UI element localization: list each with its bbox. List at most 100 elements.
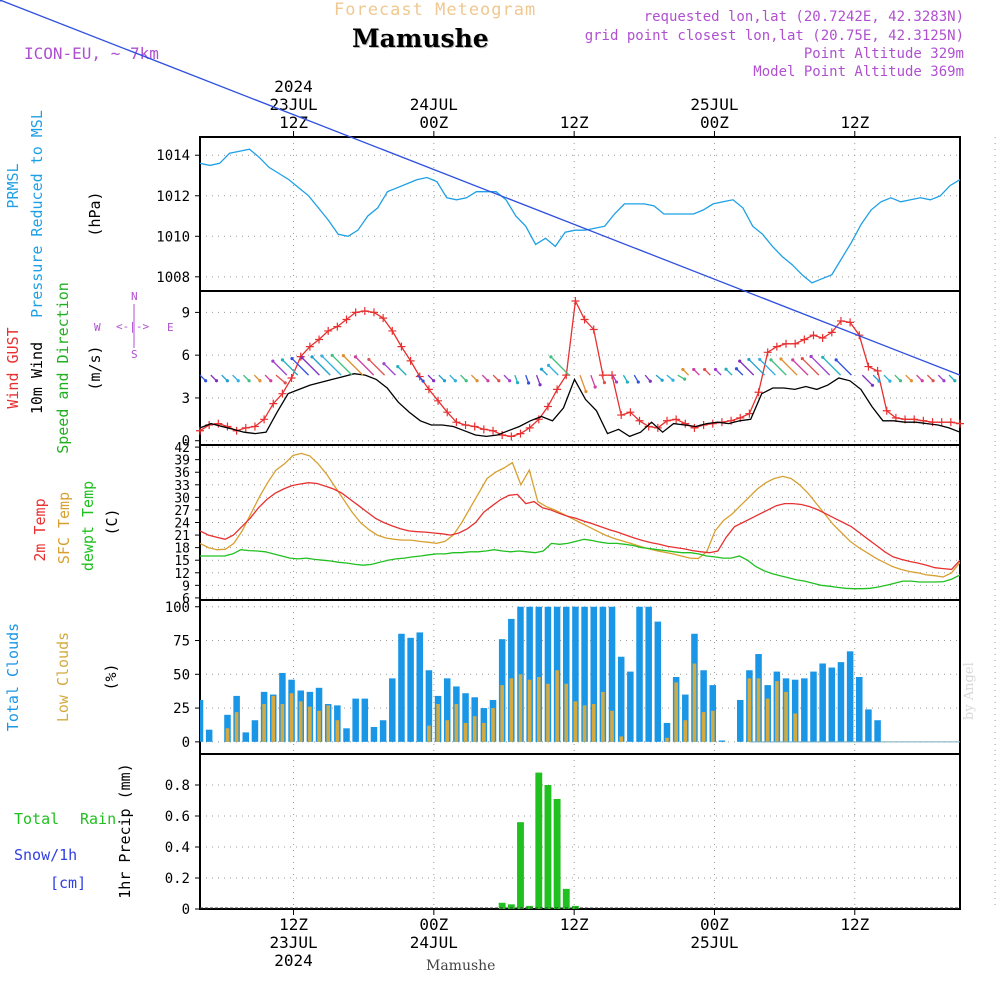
- gust-marker: [507, 432, 516, 441]
- low-cloud-bar: [271, 695, 276, 742]
- total-cloud-bar: [645, 606, 652, 742]
- rain-bar: [562, 888, 570, 909]
- rain-legend-rain: Rain: [80, 810, 116, 828]
- gust-marker: [196, 426, 204, 435]
- low-cloud-bar: [601, 691, 605, 742]
- y-tick-label: 100: [165, 600, 190, 616]
- gust-marker: [369, 308, 378, 317]
- wind-arrow-head: [271, 359, 275, 363]
- pressure-axis-title-2: Pressure Reduced to MSL: [28, 110, 46, 318]
- wind-arrow-head: [341, 354, 345, 358]
- temp-unit: (C): [103, 508, 121, 535]
- y-tick-label: 25: [173, 701, 190, 717]
- total-cloud-bar: [205, 729, 213, 742]
- low-cloud-bar: [280, 704, 285, 742]
- low-cloud-bar: [308, 706, 312, 742]
- gust-marker: [424, 385, 433, 394]
- gust-marker: [791, 339, 800, 348]
- low-cloud-bar: [527, 679, 532, 742]
- wind-arrow-head: [258, 379, 262, 383]
- total-cloud-bar: [590, 606, 597, 742]
- footer-location: Mamushe: [426, 958, 496, 974]
- y-tick-label: 1008: [156, 270, 190, 286]
- total-cloud-bar: [526, 606, 533, 742]
- wind-arrow-head: [464, 379, 468, 383]
- low-cloud-bar: [234, 712, 239, 742]
- gust-marker: [937, 418, 946, 427]
- low-cloud-bar: [445, 720, 450, 742]
- dewpt-axis-title: dewpt Temp: [79, 481, 97, 571]
- y-tick-label: 30: [174, 491, 190, 506]
- total-cloud-bar: [416, 632, 424, 742]
- wind-arrow-head: [660, 378, 664, 382]
- low-cloud-bar: [225, 728, 230, 742]
- total-cloud-bar: [544, 606, 552, 742]
- rain-bar: [507, 904, 515, 909]
- wind-arrow: [759, 358, 776, 376]
- y-tick-label: 42: [174, 441, 190, 456]
- sfc-axis-title: SFC Temp: [55, 492, 73, 564]
- wind-arrow-head: [614, 380, 619, 384]
- wind-arrow-head: [791, 358, 795, 362]
- y-tick-label: 39: [174, 454, 190, 469]
- total-cloud-bar: [443, 678, 451, 742]
- wind-arrow-head: [382, 362, 386, 366]
- gust-marker: [250, 422, 259, 431]
- y-tick-label: 9: [182, 579, 190, 594]
- y-tick-label: 0: [182, 434, 190, 450]
- model-altitude: Model Point Altitude 369m: [753, 64, 964, 80]
- wind-arrow: [822, 356, 842, 376]
- wind-speed-line: [200, 373, 960, 438]
- wind-arrow: [272, 360, 288, 376]
- wind-arrow-head: [214, 379, 219, 383]
- y-tick-label: 15: [174, 554, 190, 569]
- y-tick-label: 6: [182, 592, 190, 607]
- gust-marker: [745, 409, 754, 418]
- low-cloud-bar: [289, 693, 294, 742]
- y-tick-label: 27: [174, 504, 190, 519]
- total-cloud-bar: [343, 728, 350, 742]
- wind-arrow-head: [453, 379, 457, 383]
- y-tick-label: 24: [174, 517, 190, 532]
- total-cloud-bar: [251, 720, 259, 742]
- gust-marker: [315, 335, 324, 344]
- total-cloud-bar: [865, 709, 872, 742]
- low-cloud-bar: [784, 691, 788, 742]
- gust-marker: [846, 318, 855, 327]
- y-tick-label: 0.4: [165, 840, 190, 856]
- panel-frame: [199, 290, 961, 446]
- wind-arrow-head: [898, 379, 903, 383]
- y-tick-label: 33: [174, 479, 190, 494]
- gust-marker: [827, 328, 836, 337]
- rain-bar: [526, 905, 534, 909]
- wind-arrow-head: [779, 357, 783, 361]
- y-tick-label: 0.8: [165, 778, 190, 794]
- wind-arrow-head: [942, 379, 946, 383]
- gust-marker: [278, 389, 287, 398]
- wind-arrow-head: [353, 355, 358, 359]
- total-cloud-bar: [242, 732, 250, 742]
- y-tick-label: 18: [174, 542, 190, 557]
- wind-arrow-head: [290, 356, 294, 361]
- wind-arrow-head: [931, 379, 935, 383]
- gust-marker: [772, 342, 781, 351]
- total-cloud-bar: [837, 662, 845, 742]
- wind-arrow-head: [800, 356, 804, 361]
- x-tick-label-top: 00Z: [419, 113, 448, 132]
- snow-legend: Snow/1h: [14, 846, 77, 864]
- total-cloud-bar: [572, 606, 579, 742]
- gust-marker: [626, 408, 635, 417]
- wind-arrow-head: [225, 379, 229, 383]
- gust-marker: [635, 416, 644, 425]
- gust-marker: [836, 316, 845, 325]
- y-tick-label: 3: [182, 391, 190, 407]
- low-cloud-bar: [463, 722, 468, 742]
- low-cloud-bar: [775, 681, 779, 742]
- wind-arrow-head: [310, 355, 314, 359]
- gust-marker: [946, 418, 955, 427]
- x-tick-label-bottom: 12Z: [279, 915, 308, 934]
- y-tick-label: 6: [182, 348, 190, 364]
- gust-marker: [782, 339, 791, 348]
- dewpt-line: [200, 538, 960, 590]
- gust-marker: [644, 422, 653, 431]
